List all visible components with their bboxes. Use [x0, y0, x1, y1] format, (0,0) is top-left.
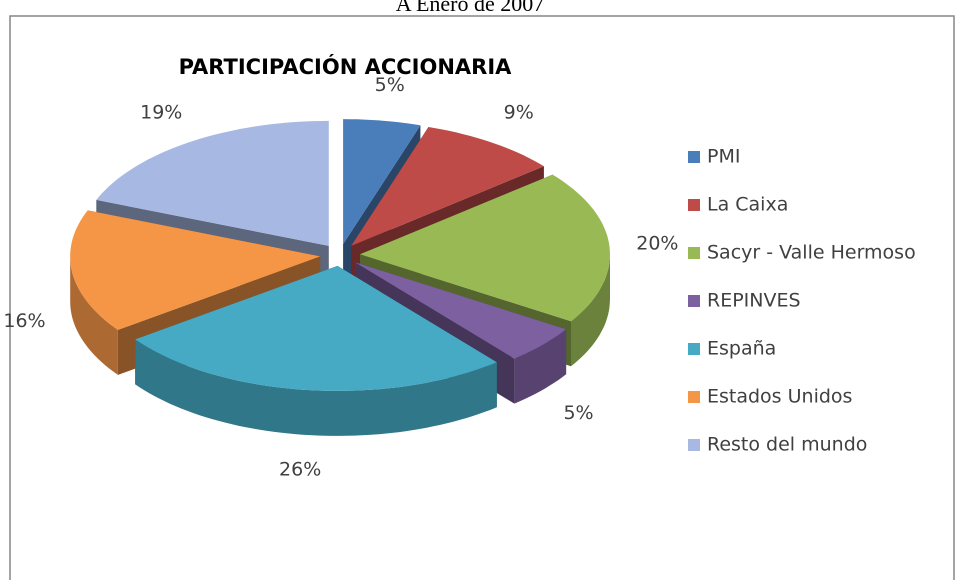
legend-swatch — [688, 391, 700, 403]
chart-title: PARTICIPACIÓN ACCIONARIA — [179, 54, 513, 79]
legend-swatch — [688, 247, 700, 259]
slice-top — [343, 119, 421, 245]
legend-label: Estados Unidos — [707, 386, 852, 408]
data-label: 5% — [375, 74, 405, 96]
slice-wall — [571, 254, 610, 367]
chart-subtitle: A Enero de 2007 — [396, 0, 544, 16]
data-label: 26% — [279, 459, 321, 481]
slice-top — [135, 265, 497, 391]
legend-swatch — [688, 343, 700, 355]
data-label: 9% — [504, 102, 534, 124]
data-label: 20% — [636, 233, 678, 255]
legend-label: España — [707, 338, 776, 360]
legend-swatch — [688, 295, 700, 307]
legend-label: Sacyr - Valle Hermoso — [707, 242, 916, 264]
legend-label: PMI — [707, 146, 740, 168]
slice — [135, 265, 497, 436]
slice-top — [96, 120, 329, 246]
data-label: 16% — [3, 310, 45, 332]
legend-label: Resto del mundo — [707, 434, 867, 456]
legend-swatch — [688, 439, 700, 451]
legend-label: REPINVES — [707, 290, 801, 312]
slice-top — [70, 210, 321, 330]
chart-frame — [9, 15, 955, 580]
legend-label: La Caixa — [707, 194, 788, 216]
slice-wall — [70, 256, 118, 375]
legend-swatch — [688, 151, 700, 163]
slice-wall — [514, 329, 567, 404]
slice-wall — [135, 339, 497, 436]
data-label: 5% — [563, 402, 593, 424]
data-label: 19% — [140, 102, 182, 124]
slice-top — [351, 127, 544, 246]
legend-swatch — [688, 199, 700, 211]
slice-top — [355, 262, 567, 359]
slice-top — [360, 174, 610, 322]
